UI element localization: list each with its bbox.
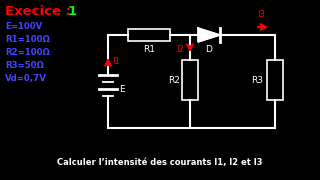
Text: R3: R3 [251,75,263,84]
Text: D: D [205,45,212,54]
Text: E=100V: E=100V [5,22,42,31]
Text: Calculer l’intensité des courants I1, I2 et I3: Calculer l’intensité des courants I1, I2… [57,158,263,167]
Text: I1: I1 [112,57,120,66]
Polygon shape [198,28,220,42]
Text: R2=100Ω: R2=100Ω [5,48,50,57]
Text: 1: 1 [68,5,77,18]
Text: R2: R2 [168,75,180,84]
Text: Vd=0,7V: Vd=0,7V [5,74,47,83]
Bar [267,60,283,100]
Bar [128,29,170,41]
Text: Execice :: Execice : [5,5,76,18]
Text: I3: I3 [257,10,265,19]
Text: E: E [119,84,124,93]
Text: I2: I2 [176,44,184,53]
Text: R1: R1 [143,45,155,54]
Text: R1=100Ω: R1=100Ω [5,35,50,44]
Bar [182,60,198,100]
Text: R3=50Ω: R3=50Ω [5,61,44,70]
